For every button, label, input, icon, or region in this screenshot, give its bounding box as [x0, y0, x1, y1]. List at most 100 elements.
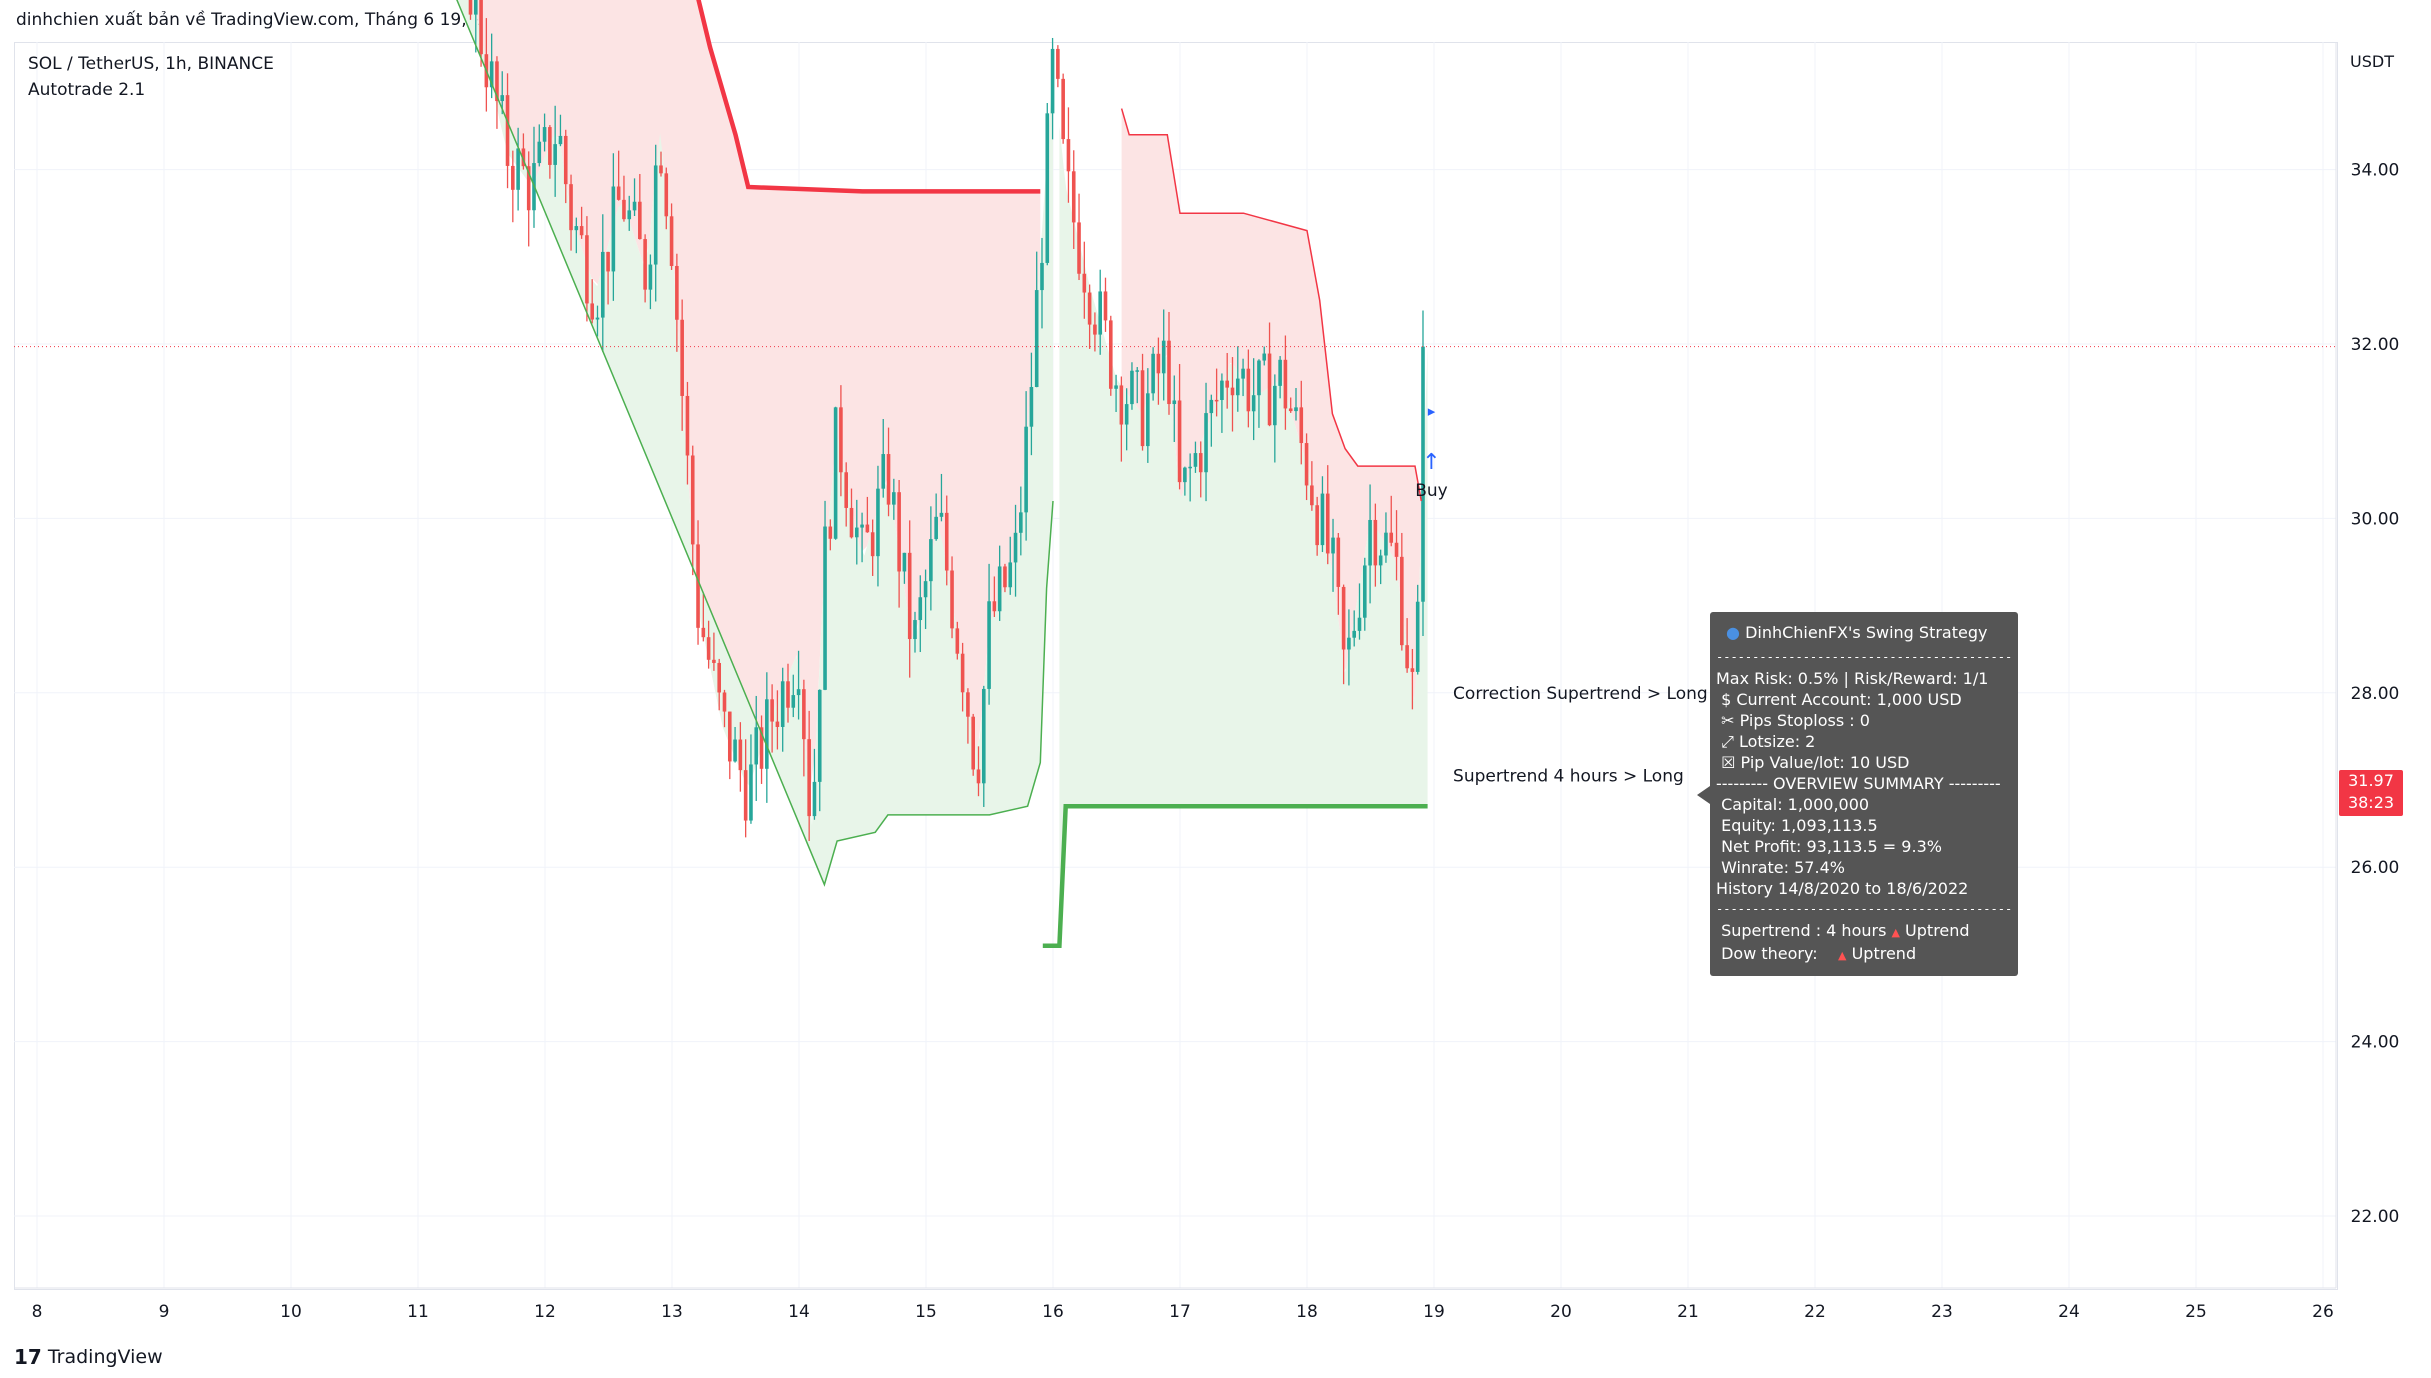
candle-body [600, 251, 605, 318]
candle-body [1225, 380, 1230, 388]
support-fill [1059, 126, 1428, 946]
candle-body [563, 135, 568, 185]
candle-body [648, 264, 653, 290]
candle-body [802, 689, 806, 740]
candle-body [553, 144, 557, 165]
candle-body [1278, 359, 1282, 386]
y-tick-label: 32.00 [2351, 335, 2400, 355]
panel-line: Winrate: 57.4% [1716, 858, 1845, 877]
candle-body [521, 148, 526, 167]
triangle-up-icon: ▲ [1891, 926, 1900, 939]
x-tick-label: 8 [32, 1302, 43, 1322]
candle-body [950, 570, 954, 629]
candle-body [473, 0, 478, 15]
candle-body [622, 199, 626, 220]
tradingview-logo-icon: 17 [14, 1345, 42, 1369]
candle-body [865, 524, 870, 533]
candle-body [548, 127, 552, 165]
candle-body [1294, 407, 1298, 412]
candle-body [1029, 386, 1034, 427]
candle-body [1400, 556, 1404, 646]
support-supertrend-line[interactable] [1042, 803, 1428, 948]
candle-body [1151, 353, 1155, 394]
panel-title-row: ● DinhChienFX's Swing Strategy [1716, 622, 2012, 643]
candle-body [701, 627, 706, 638]
candle-body [1066, 139, 1071, 172]
candle-body [897, 492, 901, 572]
panel-separator: ----------------------------------------… [1716, 902, 2012, 916]
x-tick-label: 19 [1423, 1302, 1445, 1322]
candle-body [981, 688, 986, 784]
candle-body [844, 472, 849, 508]
x-tick-label: 15 [915, 1302, 937, 1322]
trend-value: Uptrend [1846, 944, 1917, 963]
candle-body [659, 165, 663, 174]
candle-body [479, 0, 483, 55]
candle-body [1246, 368, 1251, 412]
x-tick-label: 25 [2185, 1302, 2207, 1322]
trend-label: Dow theory: [1716, 944, 1839, 963]
correction-resistance-line[interactable] [1120, 108, 1423, 502]
candle-body [1267, 353, 1272, 426]
signal-label: Buy [1415, 481, 1448, 501]
y-tick-label: 26.00 [2351, 858, 2400, 878]
candle-body [860, 524, 864, 528]
candle-body [590, 303, 595, 320]
candle-body [1352, 630, 1357, 638]
candle-body [1119, 385, 1124, 425]
candle-body [765, 699, 769, 769]
candle-body [1389, 532, 1394, 543]
candle-body [1262, 353, 1267, 361]
candle-body [653, 165, 658, 265]
candle-body [537, 141, 542, 164]
panel-pointer [1697, 786, 1710, 804]
panel-line: History 14/8/2020 to 18/6/2022 [1716, 879, 1969, 898]
candle-body [913, 620, 917, 640]
candle-body [664, 173, 669, 217]
candle-body [1304, 443, 1309, 486]
candle-body [934, 516, 938, 540]
candle-body [929, 539, 933, 582]
candle-body [1394, 542, 1399, 557]
candle-body [1103, 291, 1108, 321]
x-tick-label: 24 [2058, 1302, 2080, 1322]
candle-body [817, 689, 822, 782]
candle-body [1235, 378, 1240, 396]
candle-body [516, 148, 520, 190]
indicator-title[interactable]: Autotrade 2.1 [28, 80, 146, 100]
candle-body [489, 61, 494, 88]
correction-support-line[interactable] [215, 0, 1054, 887]
candle-body [1204, 413, 1208, 473]
candle-body [870, 532, 875, 557]
candle-body [1325, 493, 1330, 554]
candle-body [611, 186, 616, 272]
candle-body [1040, 262, 1044, 291]
candle-body [839, 407, 843, 473]
y-tick-label: 28.00 [2351, 684, 2400, 704]
candle-body [1172, 400, 1177, 405]
candle-body [770, 699, 774, 722]
resistance-supertrend-line[interactable] [14, 0, 1041, 194]
candle-body [1130, 370, 1134, 405]
candle-body [616, 186, 621, 200]
symbol-title[interactable]: SOL / TetherUS, 1h, BINANCE [28, 54, 274, 74]
price-axis-unit[interactable]: USDT [2350, 52, 2394, 71]
blue-ball-icon: ● [1726, 623, 1740, 642]
tradingview-logo[interactable]: 17 TradingView [14, 1345, 163, 1369]
candle-body [976, 769, 981, 784]
candle-body [1368, 519, 1372, 566]
x-tick-label: 23 [1931, 1302, 1953, 1322]
candle-body [881, 454, 886, 489]
panel-line: ⤢ Lotsize: 2 [1716, 732, 1816, 751]
chart-frame[interactable] [14, 42, 2338, 1290]
candle-body [675, 265, 679, 320]
strategy-summary-panel: ● DinhChienFX's Swing Strategy ---------… [1710, 612, 2018, 976]
signal-buy[interactable]: ▸ ↑ Buy [1415, 402, 1448, 501]
candle-body [595, 317, 600, 320]
candle-body [796, 689, 801, 696]
x-tick-label: 16 [1042, 1302, 1064, 1322]
y-tick-label: 34.00 [2351, 161, 2400, 181]
published-line: dinhchien xuất bản về TradingView.com, T… [16, 10, 609, 30]
candle-body [1019, 512, 1023, 533]
